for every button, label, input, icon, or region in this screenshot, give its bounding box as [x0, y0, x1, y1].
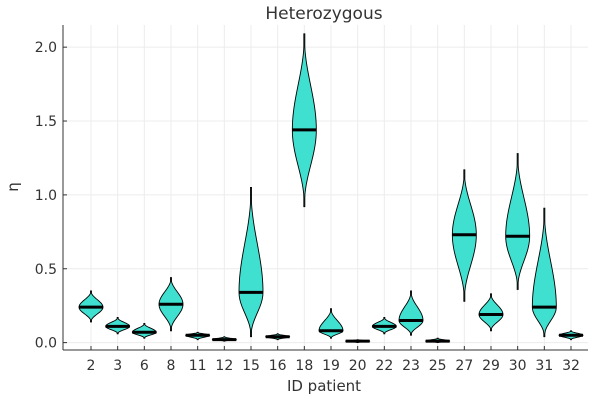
violin-15 [238, 187, 264, 338]
y-axis-label: η [4, 182, 22, 192]
x-tick-label: 2 [87, 358, 96, 374]
x-tick-label: 12 [215, 358, 233, 374]
x-tick-label: 3 [113, 358, 122, 374]
x-tick-label: 8 [167, 358, 176, 374]
x-tick-label: 27 [455, 358, 473, 374]
x-tick-label: 25 [429, 358, 447, 374]
x-axis-label: ID patient [287, 377, 361, 395]
violin-30 [505, 153, 531, 290]
y-tick-label: 0.5 [35, 262, 57, 278]
x-tick-label: 16 [269, 358, 287, 374]
x-tick-label: 32 [562, 358, 580, 374]
axes [62, 25, 588, 351]
x-tick-label: 18 [295, 358, 313, 374]
violin-31 [531, 207, 557, 338]
x-tick-label: 15 [242, 358, 260, 374]
x-tick-label: 29 [482, 358, 500, 374]
x-tick-label: 22 [375, 358, 393, 374]
violin-18 [291, 33, 317, 208]
y-tick-label: 2.0 [35, 40, 57, 56]
x-tick-label: 19 [322, 358, 340, 374]
y-ticks: 0.0 0.5 1.0 1.5 2.0 [35, 40, 67, 352]
x-ticks: 2 3 6 8 11 12 15 16 18 19 20 22 23 25 27 29 30 31 32 [87, 346, 580, 374]
x-tick-label: 20 [349, 358, 367, 374]
y-tick-label: 1.0 [35, 188, 57, 204]
x-tick-label: 31 [535, 358, 553, 374]
x-tick-label: 23 [402, 358, 420, 374]
y-tick-label: 0.0 [35, 336, 57, 352]
x-tick-label: 6 [140, 358, 149, 374]
chart-title: Heterozygous [265, 4, 382, 24]
violin-29 [478, 293, 504, 332]
y-tick-label: 1.5 [35, 114, 57, 130]
violins [78, 33, 584, 344]
x-tick-label: 11 [189, 358, 207, 374]
x-tick-label: 30 [509, 358, 527, 374]
